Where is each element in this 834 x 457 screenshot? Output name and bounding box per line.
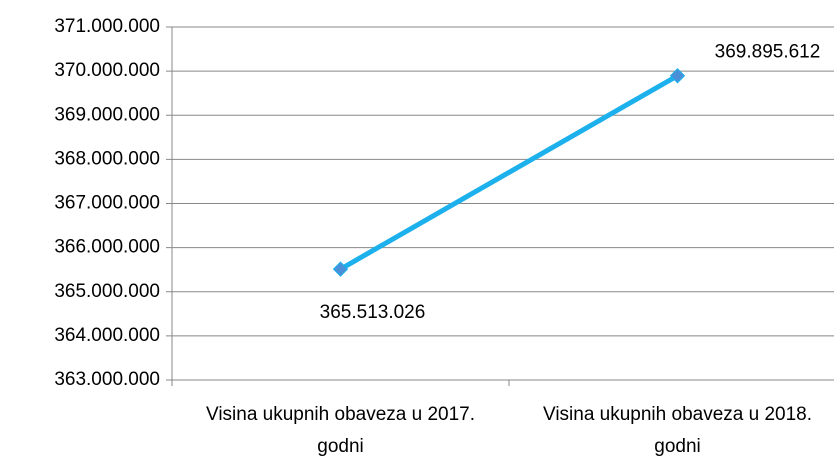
y-tick-label: 368.000.000 <box>54 148 160 169</box>
y-tick-label: 363.000.000 <box>54 369 160 390</box>
marker <box>669 68 686 84</box>
y-tick-label: 370.000.000 <box>54 60 160 81</box>
y-tick-label: 371.000.000 <box>54 16 160 37</box>
y-tick-label: 364.000.000 <box>54 325 160 346</box>
data-label: 365.513.026 <box>320 302 426 323</box>
y-tick-label: 366.000.000 <box>54 237 160 258</box>
y-tick-label: 369.000.000 <box>54 104 160 125</box>
marker <box>332 261 349 277</box>
y-tick-label: 367.000.000 <box>54 193 160 214</box>
data-label: 369.895.612 <box>715 42 821 63</box>
x-tick-label: Visina ukupnih obaveza u 2018. godni <box>542 404 813 457</box>
x-tick-label: Visina ukupnih obaveza u 2017. godni <box>205 404 476 457</box>
line <box>339 73 679 272</box>
y-tick-label: 365.000.000 <box>54 281 160 302</box>
